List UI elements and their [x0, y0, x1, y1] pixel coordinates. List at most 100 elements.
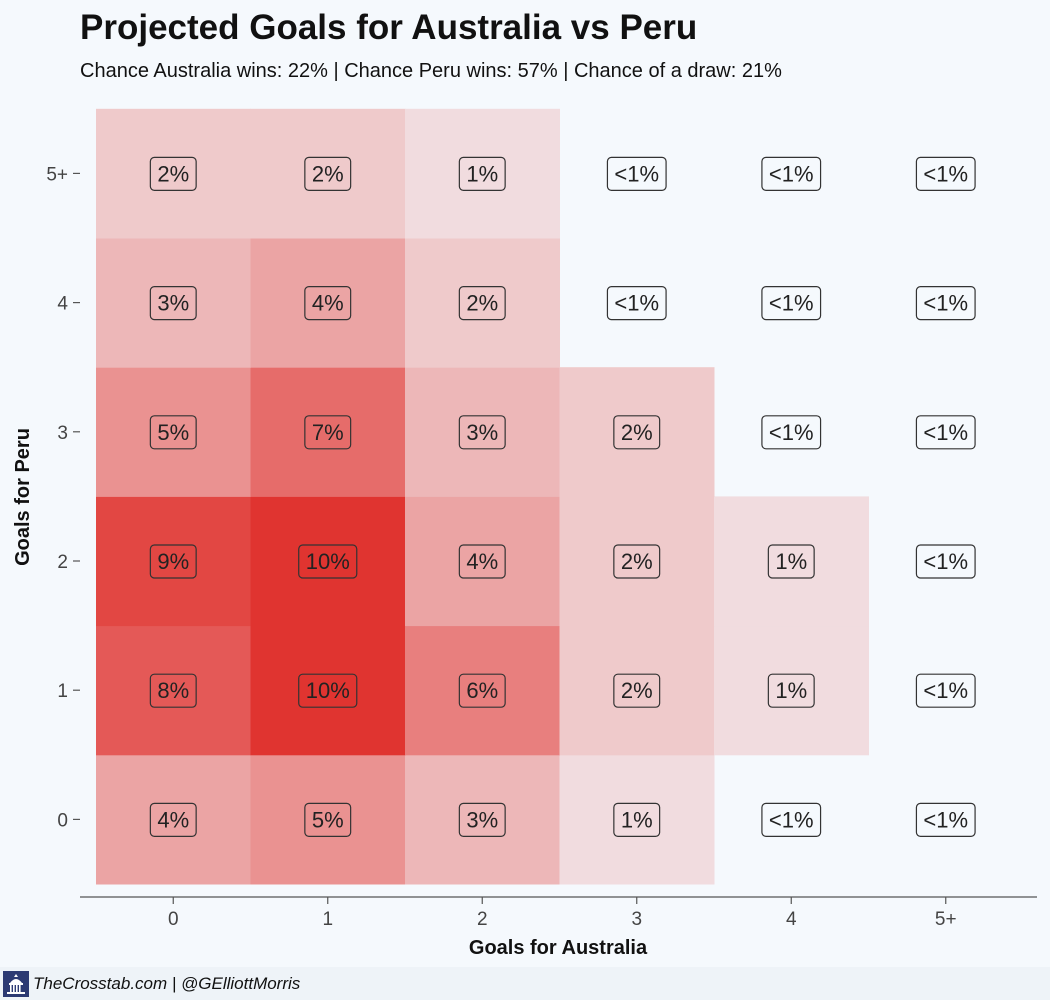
cell-value: 9%: [157, 549, 189, 574]
cell-label-box: [761, 286, 822, 321]
heatmap-cell: [405, 108, 560, 239]
cell-label: <1%: [915, 673, 976, 708]
footer-credit: TheCrosstab.com | @GElliottMorris: [33, 974, 301, 993]
cell-value: 3%: [466, 807, 498, 832]
cell-label-box: [458, 802, 506, 838]
cell-value: <1%: [923, 678, 968, 703]
cell-label-box: [767, 673, 815, 708]
cell-label-box: [767, 544, 815, 579]
cell-label-box: [458, 156, 506, 191]
heatmap-cell: [405, 754, 560, 885]
cell-label: 10%: [298, 673, 358, 708]
capitol-icon: [3, 971, 29, 997]
cell-value: <1%: [769, 420, 814, 445]
cell-label-box: [915, 673, 976, 708]
heatmap-cell: [405, 367, 560, 497]
x-tick-label: 0: [168, 909, 179, 930]
cell-label-box: [149, 802, 197, 838]
cell-value: 8%: [157, 678, 189, 703]
cell-label: 3%: [149, 286, 197, 321]
y-tick-label: 2: [57, 552, 68, 573]
cell-label: <1%: [761, 156, 822, 191]
cell-label-box: [915, 286, 976, 321]
cell-label: <1%: [915, 415, 976, 450]
cell-label-box: [304, 156, 352, 191]
cell-label: <1%: [915, 286, 976, 321]
cell-label: 2%: [613, 673, 661, 708]
heatmap-cell: [250, 496, 406, 627]
heatmap-cell: [96, 496, 251, 627]
cell-value: <1%: [614, 161, 659, 186]
cell-value: 1%: [621, 807, 653, 832]
y-axis-label: Goals for Peru: [12, 428, 34, 566]
x-tick-label: 2: [477, 909, 488, 930]
x-tick-label: 4: [786, 909, 797, 930]
cell-label: <1%: [761, 415, 822, 450]
cell-label: 1%: [458, 156, 506, 191]
heatmap-cell: [96, 238, 251, 368]
cell-label: 1%: [613, 802, 661, 838]
cell-label-box: [458, 415, 506, 450]
cell-value: 2%: [621, 549, 653, 574]
cell-value: <1%: [923, 807, 968, 832]
cell-label: 5%: [149, 415, 197, 450]
cell-label: 3%: [458, 802, 506, 838]
cell-label: 4%: [304, 286, 352, 321]
heatmap-cell: [559, 367, 715, 497]
cell-label-box: [613, 544, 661, 579]
cell-value: 10%: [306, 678, 350, 703]
cell-label: <1%: [606, 286, 667, 321]
cell-value: 4%: [312, 291, 344, 316]
cell-value: <1%: [923, 291, 968, 316]
cell-label: 9%: [149, 544, 197, 579]
cell-label: <1%: [915, 802, 976, 838]
y-axis-ticks: 0 1 2 3 4 5+: [46, 164, 80, 831]
cell-label: 2%: [458, 286, 506, 321]
heatmap-chart: 4% 5% 3% 1% <1% <1% 8% 10% 6% 2% 1% <1% 9% 10% 4% 2% 1% <…: [12, 108, 1037, 959]
cell-label-box: [761, 415, 822, 450]
cell-value: <1%: [923, 549, 968, 574]
cell-label-box: [298, 544, 358, 579]
cell-label-box: [915, 415, 976, 450]
cell-value: 2%: [621, 420, 653, 445]
cell-label-box: [304, 415, 352, 450]
cell-value: 2%: [466, 291, 498, 316]
cell-label: <1%: [915, 156, 976, 191]
cell-value: 2%: [621, 678, 653, 703]
cell-value: 5%: [312, 807, 344, 832]
cell-labels: 4% 5% 3% 1% <1% <1% 8% 10% 6% 2% 1% <1% 9% 10% 4% 2% 1% <…: [149, 156, 976, 838]
cell-value: 3%: [466, 420, 498, 445]
cell-label: 6%: [458, 673, 506, 708]
cell-value: 2%: [157, 161, 189, 186]
x-tick-label: 1: [322, 909, 333, 930]
cell-label: 1%: [767, 544, 815, 579]
cell-label: <1%: [606, 156, 667, 191]
x-tick-label: 3: [631, 909, 642, 930]
cell-value: 1%: [775, 549, 807, 574]
cell-value: <1%: [923, 161, 968, 186]
y-tick-label: 0: [57, 810, 68, 831]
cell-label-box: [149, 156, 197, 191]
cell-value: 10%: [306, 549, 350, 574]
heatmap-cell: [96, 754, 251, 885]
chart-title: Projected Goals for Australia vs Peru: [80, 8, 698, 47]
heatmap-cell: [250, 108, 406, 239]
y-tick-label: 1: [57, 681, 68, 702]
heatmap-cell: [405, 496, 560, 627]
cell-value: <1%: [769, 161, 814, 186]
heatmap-cell: [559, 754, 715, 885]
y-tick-label: 3: [57, 423, 68, 444]
cell-label-box: [458, 673, 506, 708]
cell-value: <1%: [923, 420, 968, 445]
cell-label-box: [613, 415, 661, 450]
heatmap-cell: [405, 625, 560, 756]
cell-value: 3%: [157, 291, 189, 316]
cell-label-box: [606, 286, 667, 321]
cell-value: 1%: [775, 678, 807, 703]
cell-label: 1%: [767, 673, 815, 708]
heatmap-cell: [714, 496, 869, 627]
cell-label: 4%: [458, 544, 506, 579]
x-axis-label: Goals for Australia: [469, 937, 648, 959]
cell-value: 4%: [466, 549, 498, 574]
cell-label-box: [606, 156, 667, 191]
